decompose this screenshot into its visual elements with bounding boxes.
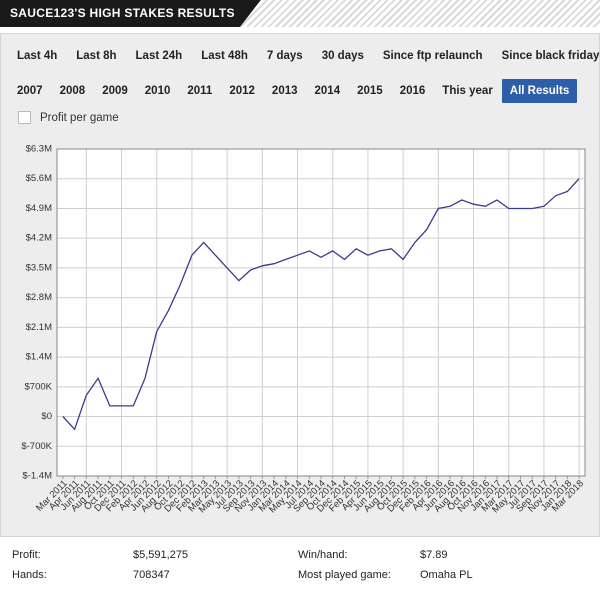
y-tick-label: $2.8M	[26, 292, 52, 303]
filter-button[interactable]: 2014	[314, 85, 341, 97]
y-tick-label: $700K	[25, 381, 53, 392]
stat-label: Win/hand:	[298, 549, 348, 561]
line	[62, 178, 580, 431]
y-tick-label: $4.2M	[26, 233, 52, 244]
filter-button[interactable]: 2010	[144, 85, 171, 97]
header-title: SAUCE123'S HIGH STAKES RESULTS	[0, 0, 261, 27]
stat-label: Most played game:	[298, 569, 391, 581]
y-tick-label: $-700K	[21, 441, 52, 452]
filter-button[interactable]: 2011	[187, 85, 213, 97]
filter-button[interactable]: 30 days	[321, 50, 364, 62]
plot-border	[56, 148, 586, 477]
y-tick-label: $1.4M	[26, 352, 52, 363]
stat-value: $7.89	[420, 549, 448, 561]
checkbox-label: Profit per game	[40, 111, 119, 124]
y-tick-label: $5.6M	[26, 173, 52, 184]
y-tick-label: $6.3M	[26, 144, 52, 155]
filter-button[interactable]: Since ftp relaunch	[382, 50, 483, 62]
filter-button[interactable]: Last 24h	[135, 50, 183, 62]
filter-button[interactable]: Last 8h	[76, 50, 117, 62]
filter-button[interactable]: 2016	[399, 85, 426, 97]
filter-button[interactable]: This year	[442, 85, 493, 97]
stat-value: 708347	[133, 569, 170, 581]
filter-button[interactable]: 2008	[59, 85, 86, 97]
filter-button[interactable]: 7 days	[266, 50, 303, 62]
checkbox[interactable]: Profit per game	[18, 111, 119, 124]
year-filters: 2007 2008 2009 2010 2011 2012 2013 2014 …	[9, 79, 578, 103]
stat-label: Profit:	[12, 549, 41, 561]
filter-button-active[interactable]: All Results	[501, 79, 578, 103]
y-tick-label: $2.1M	[26, 322, 52, 333]
y-tick-label: $3.5M	[26, 262, 52, 273]
filter-button[interactable]: Last 4h	[17, 50, 58, 62]
filter-button[interactable]: Last 48h	[201, 50, 248, 62]
filter-button[interactable]: 2009	[102, 85, 128, 97]
stat-value: $5,591,275	[133, 549, 189, 561]
stat-value: Omaha PL	[420, 569, 473, 581]
filter-button[interactable]: 2015	[357, 85, 383, 97]
period-filters: Last 4h Last 8h Last 24h Last 48h 7 days…	[9, 44, 600, 68]
y-tick-label: $4.9M	[26, 203, 52, 214]
chart: $-1.4M $-700K $0 $700K $1.4M $2.1M $2.8M $3.5M $…	[21, 144, 586, 516]
checkbox-box[interactable]	[18, 111, 31, 124]
filter-button[interactable]: 2012	[229, 85, 255, 97]
header: SAUCE123'S HIGH STAKES RESULTS	[0, 0, 600, 27]
plot-area	[56, 148, 586, 477]
stat-label: Hands:	[12, 569, 47, 581]
filter-button[interactable]: Since black friday	[501, 50, 600, 62]
filter-button[interactable]: 2013	[271, 85, 298, 97]
y-tick-label: $0	[41, 411, 52, 422]
y-tick-label: $-1.4M	[22, 471, 52, 482]
filter-button[interactable]: 2007	[17, 85, 43, 97]
